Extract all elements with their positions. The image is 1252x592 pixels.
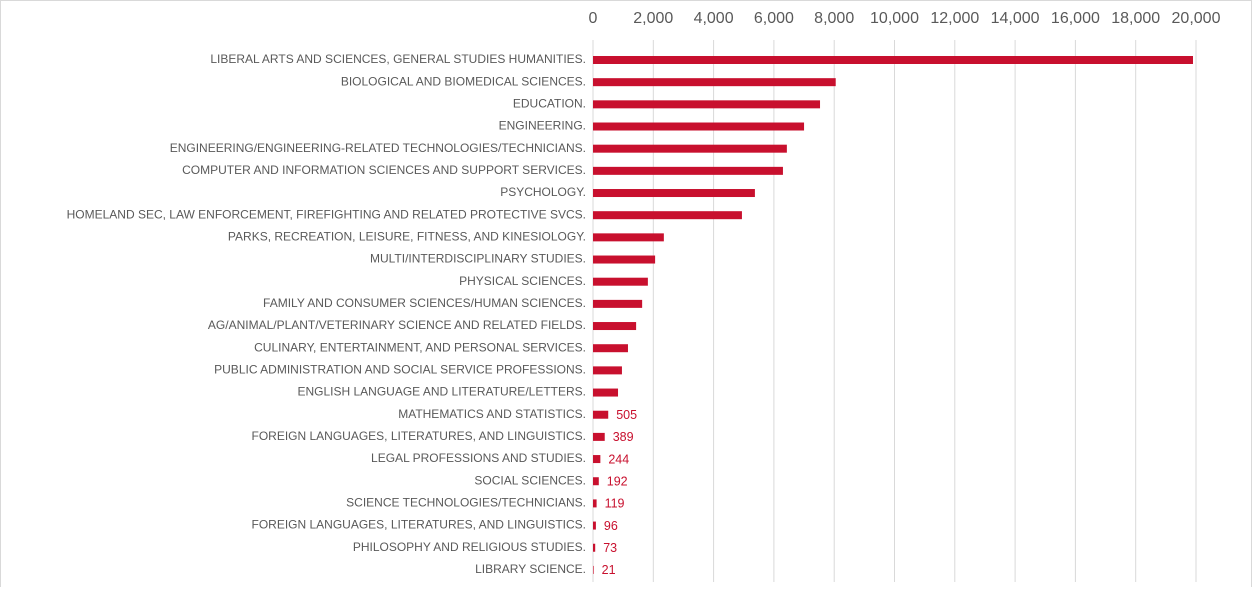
- category-label: EDUCATION.: [513, 97, 586, 111]
- category-label: CULINARY, ENTERTAINMENT, AND PERSONAL SE…: [254, 340, 586, 354]
- x-tick-label: 14,000: [991, 10, 1040, 27]
- bar: [593, 189, 755, 198]
- x-tick-label: 4,000: [694, 10, 734, 27]
- x-tick-label: 12,000: [930, 10, 979, 27]
- category-label: COMPUTER AND INFORMATION SCIENCES AND SU…: [182, 163, 586, 177]
- data-label: 73: [603, 541, 617, 555]
- bar: [593, 277, 648, 286]
- bar: [593, 56, 1193, 64]
- category-label: AG/ANIMAL/PLANT/VETERINARY SCIENCE AND R…: [208, 318, 586, 332]
- category-label: ENGLISH LANGUAGE AND LITERATURE/LETTERS.: [297, 385, 586, 399]
- bar: [593, 299, 643, 308]
- x-tick-label: 20,000: [1172, 10, 1221, 27]
- category-label: SOCIAL SCIENCES.: [474, 473, 586, 487]
- category-label: ENGINEERING/ENGINEERING-RELATED TECHNOLO…: [170, 141, 586, 155]
- x-tick-label: 18,000: [1111, 10, 1160, 27]
- bar: [593, 410, 609, 419]
- data-label: 119: [605, 497, 625, 511]
- x-tick-label: 8,000: [814, 10, 854, 27]
- bar: [593, 100, 821, 109]
- bar: [593, 499, 597, 508]
- x-tick-label: 16,000: [1051, 10, 1100, 27]
- bar: [593, 255, 656, 264]
- data-label: 389: [613, 430, 634, 444]
- category-label: FOREIGN LANGUAGES, LITERATURES, AND LING…: [251, 518, 586, 532]
- bar: [593, 455, 601, 464]
- category-label: MATHEMATICS AND STATISTICS.: [398, 407, 586, 421]
- data-label: 96: [604, 519, 618, 533]
- category-label: LIBERAL ARTS AND SCIENCES, GENERAL STUDI…: [210, 52, 586, 66]
- category-label: FAMILY AND CONSUMER SCIENCES/HUMAN SCIEN…: [263, 296, 586, 310]
- bar: [593, 543, 596, 552]
- category-label: FOREIGN LANGUAGES, LITERATURES, AND LING…: [251, 429, 586, 443]
- data-label: 192: [607, 475, 628, 489]
- bar: [593, 388, 619, 397]
- category-label: PHYSICAL SCIENCES.: [459, 274, 586, 288]
- x-tick-label: 10,000: [870, 10, 919, 27]
- bar: [593, 477, 599, 486]
- x-tick-label: 0: [589, 10, 598, 27]
- category-label: PARKS, RECREATION, LEISURE, FITNESS, AND…: [228, 230, 586, 244]
- bar: [593, 122, 805, 131]
- category-label: LEGAL PROFESSIONS AND STUDIES.: [371, 451, 586, 465]
- bar: [593, 366, 622, 375]
- category-label: PHILOSOPHY AND RELIGIOUS STUDIES.: [353, 540, 586, 554]
- bar: [593, 565, 594, 574]
- category-label: PSYCHOLOGY.: [500, 185, 586, 199]
- bar: [593, 521, 596, 530]
- category-label: PUBLIC ADMINISTRATION AND SOCIAL SERVICE…: [214, 363, 586, 377]
- bar: [593, 211, 742, 220]
- data-label: 21: [602, 563, 616, 577]
- data-label: 505: [616, 408, 637, 422]
- bar: [593, 233, 664, 242]
- x-tick-label: 6,000: [754, 10, 794, 27]
- bar: [593, 344, 628, 353]
- category-label: MULTI/INTERDISCIPLINARY STUDIES.: [370, 252, 586, 266]
- x-tick-label: 2,000: [633, 10, 673, 27]
- bar: [593, 322, 637, 331]
- category-label: SCIENCE TECHNOLOGIES/TECHNICIANS.: [346, 496, 586, 510]
- category-label: BIOLOGICAL AND BIOMEDICAL SCIENCES.: [341, 74, 586, 88]
- bar: [593, 78, 836, 87]
- bar: [593, 144, 787, 153]
- category-label: LIBRARY SCIENCE.: [475, 562, 586, 576]
- category-label: HOMELAND SEC, LAW ENFORCEMENT, FIREFIGHT…: [67, 207, 586, 221]
- data-label: 244: [608, 452, 629, 466]
- bar: [593, 432, 605, 441]
- category-label: ENGINEERING.: [499, 119, 586, 133]
- bar: [593, 166, 783, 175]
